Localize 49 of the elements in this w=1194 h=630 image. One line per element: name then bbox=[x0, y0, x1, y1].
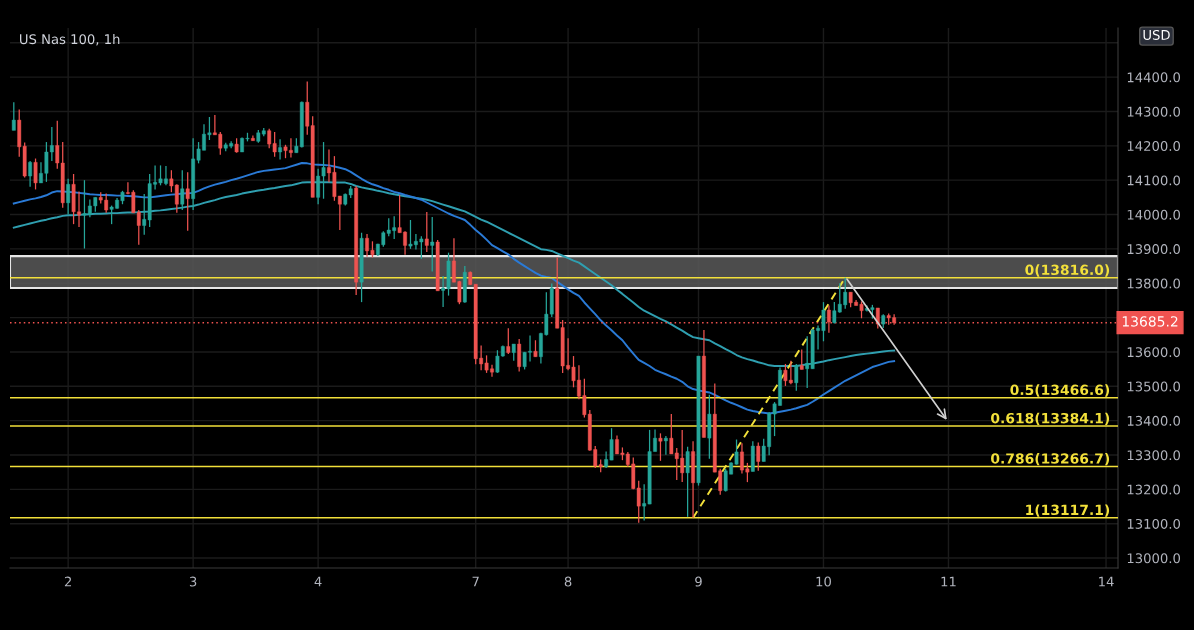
x-tick-label: 2 bbox=[64, 576, 72, 587]
candlestick bbox=[278, 138, 282, 161]
y-tick-label: 13400.0 bbox=[1127, 415, 1181, 426]
x-tick-label: 9 bbox=[695, 576, 702, 587]
x-tick-label: 4 bbox=[314, 576, 322, 587]
y-tick-label: 13200.0 bbox=[1127, 484, 1181, 495]
y-tick-label: 13000.0 bbox=[1127, 553, 1181, 564]
ref-line-label: 0.5(13466.6) bbox=[1010, 384, 1110, 397]
candlestick bbox=[185, 171, 190, 232]
candlestick bbox=[506, 327, 511, 355]
y-tick-label: 13500.0 bbox=[1127, 381, 1181, 392]
y-tick-label: 14400.0 bbox=[1127, 72, 1181, 83]
x-tick-label: 8 bbox=[564, 576, 572, 587]
y-tick-label: 14000.0 bbox=[1127, 209, 1181, 220]
ref-line-label: 0.786(13266.7) bbox=[991, 453, 1110, 466]
candlestick bbox=[180, 169, 185, 211]
candlestick bbox=[33, 157, 38, 191]
candlestick bbox=[756, 441, 761, 472]
candlestick bbox=[11, 101, 16, 131]
y-tick-label: 13300.0 bbox=[1127, 450, 1181, 461]
y-tick-label: 14300.0 bbox=[1127, 106, 1181, 117]
y-tick-label: 13600.0 bbox=[1127, 347, 1181, 358]
text: USD bbox=[1143, 29, 1170, 40]
x-tick-label: 10 bbox=[816, 576, 831, 587]
candlestick bbox=[663, 435, 668, 456]
y-tick-label: 14200.0 bbox=[1127, 141, 1181, 152]
ref-line-label: 1(13117.1) bbox=[1026, 504, 1110, 517]
candlestick bbox=[28, 160, 32, 188]
x-tick-label: 3 bbox=[189, 576, 197, 587]
candlestick bbox=[517, 338, 522, 373]
candlestick bbox=[799, 348, 804, 371]
candlestick bbox=[430, 216, 435, 273]
x-tick-label: 7 bbox=[472, 576, 479, 587]
candlestick bbox=[658, 432, 663, 462]
candlestick bbox=[794, 363, 799, 392]
chart-title: US Nas 100, 1h bbox=[20, 33, 120, 46]
y-tick-label: 13900.0 bbox=[1127, 244, 1181, 255]
x-tick-label: 11 bbox=[941, 576, 956, 587]
ref-line-label: 0(13816.0) bbox=[1025, 264, 1110, 277]
y-tick-label: 13800.0 bbox=[1127, 278, 1181, 289]
x-tick-label: 14 bbox=[1099, 576, 1114, 587]
y-tick-label: 13100.0 bbox=[1127, 518, 1181, 529]
ref-line-label: 13685.2 bbox=[1122, 316, 1178, 327]
line-series bbox=[12, 162, 896, 415]
ref-line-label: 0.618(13384.1) bbox=[991, 412, 1110, 426]
candlestick bbox=[424, 211, 429, 253]
candlestick bbox=[685, 446, 690, 518]
y-tick-label: 14100.0 bbox=[1127, 175, 1181, 186]
candlestick bbox=[66, 178, 71, 215]
